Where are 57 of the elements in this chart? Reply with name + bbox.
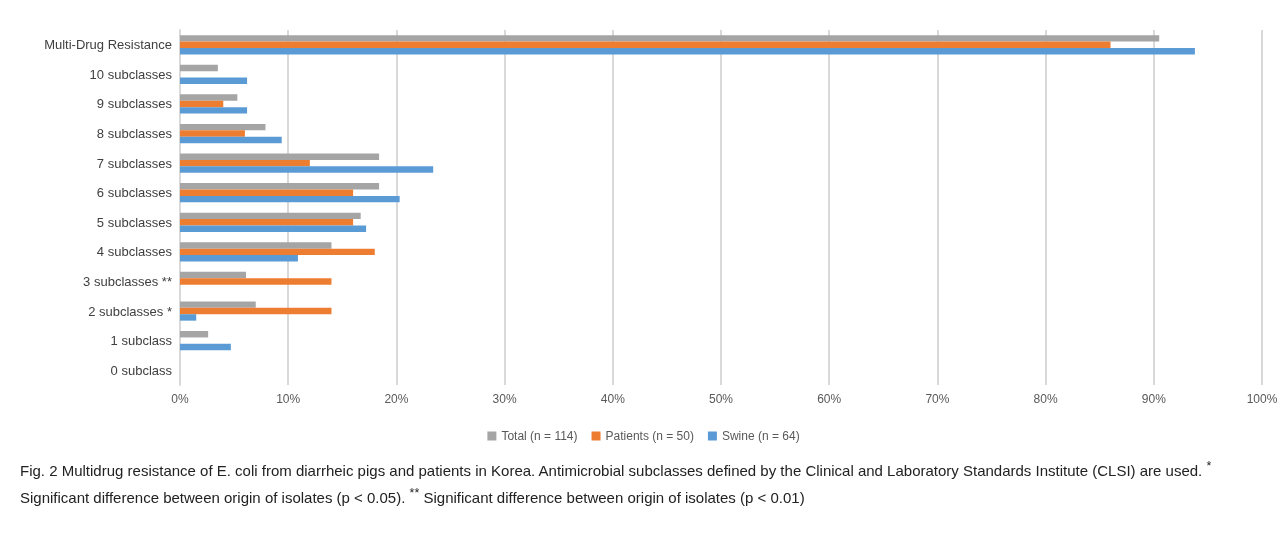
y-tick-label: Multi-Drug Resistance <box>44 37 172 53</box>
bar <box>180 219 354 226</box>
y-tick-label: 4 subclasses <box>96 244 173 260</box>
bar <box>180 107 248 114</box>
y-tick-label: 6 subclasses <box>96 185 173 201</box>
bar <box>180 64 218 72</box>
text: Fig. 2 Multidrug resistance of E. coli from diarrheic pigs and patients in Korea. Antimicrobial subclasses defined by the Clinical and Laboratory Standards Institute (CLSI) are used. $^{*}$ Significant difference between origin of isolates (p < 0.05). $^{**}$ Significant difference between origin of isolates (p < 0.01) <box>20 459 1212 506</box>
bar <box>180 94 238 101</box>
bar <box>180 48 1195 55</box>
x-tick-label: 80% <box>1033 392 1058 406</box>
bar <box>180 41 1111 48</box>
bar <box>180 307 332 315</box>
y-tick-label: 2 subclasses * <box>88 303 172 319</box>
bar <box>180 189 354 196</box>
bar <box>180 195 400 203</box>
y-tick-label: 9 subclasses <box>96 96 173 112</box>
bar <box>180 278 332 285</box>
x-tick-label: 10% <box>276 392 301 406</box>
x-tick-label: 100% <box>1246 392 1278 406</box>
bar <box>180 271 246 279</box>
y-tick-label: 5 subclasses <box>96 214 173 230</box>
bar <box>180 159 310 167</box>
bar <box>180 166 434 173</box>
bar <box>180 136 282 144</box>
bar <box>180 255 298 262</box>
y-tick-label: 8 subclasses <box>96 126 173 142</box>
bar <box>180 100 224 108</box>
x-tick-label: 70% <box>925 392 950 406</box>
y-tick-label: 0 subclass <box>110 362 173 378</box>
x-tick-label: 50% <box>708 392 734 406</box>
bar <box>180 77 248 84</box>
bar <box>180 153 380 160</box>
bar <box>180 331 209 338</box>
x-tick-label: 90% <box>1141 392 1167 406</box>
x-tick-label: 20% <box>384 392 409 406</box>
bar <box>180 183 380 190</box>
bar <box>180 242 332 249</box>
x-tick-label: 30% <box>492 392 517 406</box>
bar <box>180 212 361 220</box>
legend-label: Total (n = 114) <box>501 429 578 443</box>
x-tick-label: 60% <box>817 392 842 406</box>
x-tick-label: 40% <box>600 392 626 406</box>
bar <box>180 35 1160 42</box>
y-tick-label: 1 subclass <box>110 333 173 349</box>
y-tick-label: 10 subclasses <box>89 66 173 82</box>
bar <box>180 225 367 232</box>
bar <box>180 248 375 256</box>
bar <box>180 343 231 351</box>
bar <box>180 301 256 308</box>
bar <box>180 130 245 137</box>
bar <box>180 123 266 131</box>
y-tick-label: 7 subclasses <box>96 155 173 171</box>
y-tick-label: 3 subclasses ** <box>83 273 172 289</box>
bar <box>180 314 197 321</box>
x-tick-label: 0% <box>171 392 189 406</box>
legend-label: Patients (n = 50) <box>605 429 694 443</box>
legend-label: Swine (n = 64) <box>721 429 800 443</box>
